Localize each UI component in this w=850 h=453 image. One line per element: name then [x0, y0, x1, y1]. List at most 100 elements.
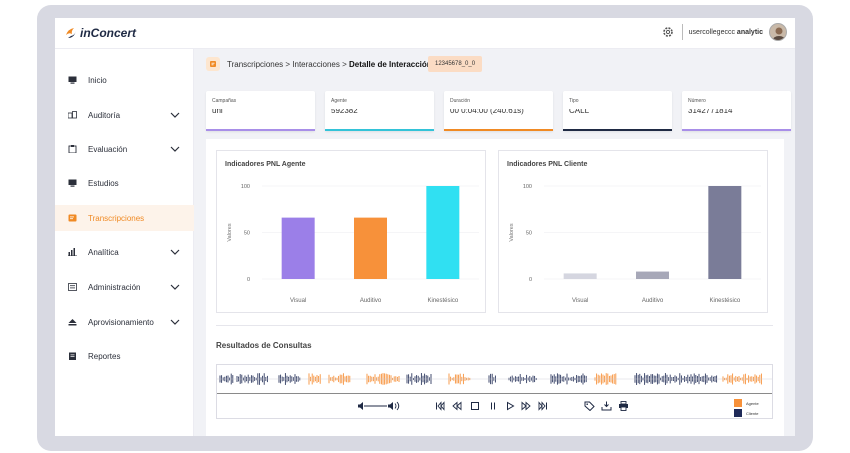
- audit-icon: [68, 111, 77, 119]
- sidebar-item-inicio[interactable]: Inicio: [55, 67, 194, 93]
- divider: [216, 325, 773, 326]
- breadcrumb[interactable]: Transcripciones > Interacciones > Detall…: [227, 60, 432, 69]
- audio-player: Agente Cliente: [216, 364, 773, 419]
- logo-text: inConcert: [80, 26, 137, 40]
- transcript-icon: [68, 214, 77, 222]
- chart-client-svg: 0 50 100 Valores Visual Auditivo Kinestésico: [509, 184, 761, 304]
- x-tick-label: Visual: [572, 298, 588, 304]
- chart-title: Indicadores PNL Cliente: [507, 161, 588, 168]
- chart-title: Indicadores PNL Agente: [225, 161, 306, 168]
- chevron-down-icon[interactable]: [170, 319, 180, 325]
- y-tick-label: 100: [523, 184, 532, 190]
- monitor-icon: [68, 179, 77, 187]
- sidebar-item-label: Administración: [88, 282, 141, 292]
- card-value: 00 0:04:00 (240.61s): [450, 109, 524, 115]
- legend: Agente Cliente: [734, 399, 759, 419]
- interaction-id-badge: 12345678_0_0: [428, 56, 483, 72]
- player-controls: Agente Cliente: [217, 393, 772, 419]
- clipboard-icon: [68, 145, 77, 153]
- bar-kinestésico: [426, 186, 460, 279]
- y-tick-label: 50: [244, 231, 250, 237]
- sidebar-item-evaluación[interactable]: Evaluación: [55, 136, 194, 162]
- info-card-agente: Agente 592382: [325, 91, 434, 131]
- results-title: Resultados de Consultas: [216, 341, 312, 350]
- chart-agent-svg: 0 50 100 Valores Visual Auditivo Kinestésico: [227, 184, 479, 304]
- info-card-número: Número 3142771814: [682, 91, 791, 131]
- bar-chart-icon: [68, 248, 77, 256]
- logo-icon: [66, 28, 76, 38]
- bar-auditivo: [636, 271, 669, 279]
- divider: [681, 24, 683, 40]
- card-label: Tipo: [569, 98, 579, 104]
- info-card-tipo: Tipo CALL: [563, 91, 672, 131]
- chevron-down-icon[interactable]: [170, 284, 180, 290]
- y-axis-label: Valores: [509, 223, 515, 241]
- card-accent-bar: [563, 129, 672, 131]
- legend-swatch: [734, 399, 742, 407]
- x-tick-label: Kinestésico: [709, 298, 740, 304]
- sidebar-item-label: Auditoría: [88, 110, 121, 120]
- x-tick-label: Auditivo: [360, 298, 382, 304]
- y-tick-label: 0: [247, 277, 250, 283]
- card-accent-bar: [325, 129, 434, 131]
- skip-end-icon[interactable]: [538, 401, 548, 411]
- sidebar-item-label: Analítica: [88, 247, 119, 257]
- skip-start-icon[interactable]: [435, 401, 445, 411]
- logo[interactable]: inConcert: [64, 26, 136, 40]
- sidebar-item-auditoría[interactable]: Auditoría: [55, 102, 194, 128]
- y-tick-label: 100: [241, 184, 250, 190]
- sidebar-item-analítica[interactable]: Analítica: [55, 239, 194, 265]
- sidebar-item-transcripciones[interactable]: Transcripciones: [55, 205, 194, 231]
- breadcrumb-bar: Transcripciones > Interacciones > Detall…: [194, 49, 795, 79]
- card-accent-bar: [682, 129, 791, 131]
- sidebar-item-label: Inicio: [88, 75, 107, 85]
- app-window: inConcert usercollegeccc analytic Inicio…: [55, 18, 795, 436]
- card-label: Número: [688, 98, 706, 104]
- avatar[interactable]: [769, 23, 787, 41]
- sidebar-item-label: Estudios: [88, 178, 119, 188]
- document-icon: [69, 352, 76, 360]
- list-icon: [68, 283, 77, 291]
- bar-auditivo: [354, 217, 387, 279]
- chart-agent: Indicadores PNL Agente 0 50 100 Valores Visu…: [216, 150, 486, 313]
- y-tick-label: 0: [529, 277, 532, 283]
- card-accent-bar: [444, 129, 553, 131]
- chevron-down-icon[interactable]: [170, 146, 180, 152]
- pause-icon[interactable]: [488, 401, 498, 411]
- y-tick-label: 50: [526, 231, 532, 237]
- transcript-icon: [206, 57, 220, 71]
- eject-icon: [68, 319, 77, 326]
- x-tick-label: Visual: [290, 298, 306, 304]
- info-card-campañas: Campañas uni: [206, 91, 315, 131]
- legend-item-agente: Agente: [734, 399, 759, 407]
- play-icon[interactable]: [505, 401, 515, 411]
- print-icon[interactable]: [618, 401, 629, 411]
- gear-icon[interactable]: [662, 26, 674, 38]
- sidebar-item-reportes[interactable]: Reportes: [55, 343, 194, 369]
- card-value: uni: [212, 109, 223, 115]
- bar-visual: [281, 217, 315, 279]
- rewind-icon[interactable]: [452, 401, 462, 411]
- volume-icon[interactable]: [357, 401, 401, 411]
- tag-icon[interactable]: [584, 401, 595, 411]
- card-label: Agente: [331, 98, 347, 104]
- legend-item-cliente: Cliente: [734, 409, 759, 417]
- monitor-icon: [68, 76, 77, 84]
- download-icon[interactable]: [601, 401, 612, 411]
- x-tick-label: Kinestésico: [427, 298, 458, 304]
- card-value: 3142771814: [688, 109, 733, 115]
- sidebar-item-label: Aprovisionamiento: [88, 317, 154, 327]
- fast-forward-icon[interactable]: [521, 401, 531, 411]
- sidebar-item-estudios[interactable]: Estudios: [55, 170, 194, 196]
- chevron-down-icon[interactable]: [170, 249, 180, 255]
- card-label: Duración: [450, 98, 471, 104]
- chart-client: Indicadores PNL Cliente 0 50 100 Valores Vis…: [498, 150, 768, 313]
- sidebar-item-administración[interactable]: Administración: [55, 274, 194, 300]
- sidebar-item-aprovisionamiento[interactable]: Aprovisionamiento: [55, 309, 194, 335]
- chevron-down-icon[interactable]: [170, 112, 180, 118]
- waveform[interactable]: [217, 365, 772, 393]
- legend-label: Agente: [746, 400, 759, 406]
- card-value: CALL: [569, 109, 590, 115]
- user-name[interactable]: usercollegeccc analytic: [688, 28, 763, 36]
- stop-icon[interactable]: [470, 401, 480, 411]
